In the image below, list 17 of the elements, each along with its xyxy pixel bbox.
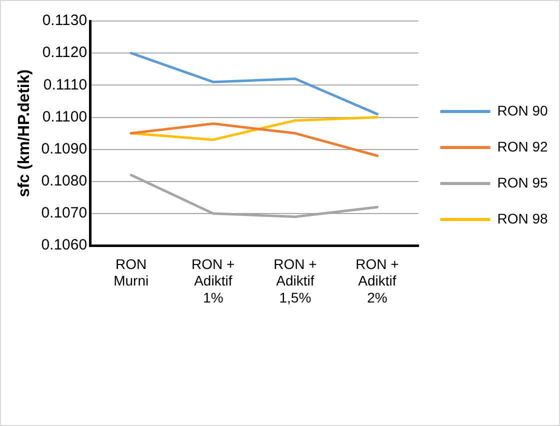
- x-tick-label: RON Murni: [114, 256, 149, 289]
- x-tick-label: RON + Adiktif 2%: [356, 256, 399, 306]
- legend-label: RON 90: [497, 102, 548, 118]
- y-tick-label: 0.1130: [42, 12, 88, 30]
- y-tick-label: 0.1080: [41, 172, 88, 190]
- legend-label: RON 95: [497, 174, 548, 190]
- y-tick-label: 0.1090: [41, 140, 88, 158]
- y-tick-label: 0.1120: [42, 44, 88, 62]
- y-tick-label: 0.1070: [41, 204, 88, 222]
- y-tick-label: 0.1100: [42, 108, 88, 126]
- legend-label: RON 98: [497, 210, 548, 226]
- y-axis-title: sfc (km/HP.detik): [16, 69, 34, 198]
- x-tick-label: RON + Adiktif 1,5%: [274, 256, 317, 306]
- y-tick-label: 0.1060: [41, 236, 88, 254]
- y-tick-label: 0.1110: [43, 76, 88, 94]
- legend-label: RON 92: [497, 138, 548, 154]
- x-tick-label: RON + Adiktif 1%: [192, 256, 235, 306]
